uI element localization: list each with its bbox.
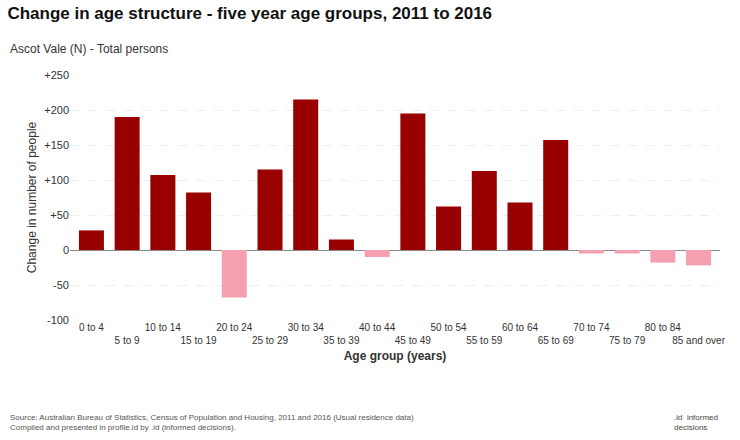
svg-text:15 to 19: 15 to 19 xyxy=(180,335,217,346)
svg-text:10 to 14: 10 to 14 xyxy=(145,322,182,333)
svg-text:25 to 29: 25 to 29 xyxy=(252,335,289,346)
svg-text:30 to 34: 30 to 34 xyxy=(288,322,325,333)
svg-text:.id informeddecisions: .id informeddecisions xyxy=(674,413,718,432)
svg-text:85 and over: 85 and over xyxy=(672,335,725,346)
svg-text:45 to 49: 45 to 49 xyxy=(395,335,432,346)
svg-text:80 to 84: 80 to 84 xyxy=(645,322,682,333)
svg-text:Source: Australian Bureau of S: Source: Australian Bureau of Statistics,… xyxy=(10,413,414,432)
svg-text:60 to 64: 60 to 64 xyxy=(502,322,539,333)
svg-text:+100: +100 xyxy=(44,174,69,186)
svg-text:0 to 4: 0 to 4 xyxy=(79,322,104,333)
svg-text:-50: -50 xyxy=(53,279,69,291)
svg-text:35 to 39: 35 to 39 xyxy=(323,335,360,346)
svg-text:Age group (years): Age group (years) xyxy=(344,349,447,363)
svg-text:70 to 74: 70 to 74 xyxy=(573,322,610,333)
svg-text:40 to 44: 40 to 44 xyxy=(359,322,396,333)
svg-text:Ascot Vale (N) - Total persons: Ascot Vale (N) - Total persons xyxy=(10,42,168,56)
svg-text:Change in number of people: Change in number of people xyxy=(25,121,39,273)
svg-text:-100: -100 xyxy=(47,314,69,326)
svg-text:75 to 79: 75 to 79 xyxy=(609,335,646,346)
svg-text:+150: +150 xyxy=(44,139,69,151)
svg-text:20 to 24: 20 to 24 xyxy=(216,322,253,333)
svg-text:65 to 69: 65 to 69 xyxy=(538,335,575,346)
svg-text:+200: +200 xyxy=(44,104,69,116)
svg-text:+250: +250 xyxy=(44,69,69,81)
svg-text:5 to 9: 5 to 9 xyxy=(115,335,140,346)
svg-text:55 to 59: 55 to 59 xyxy=(466,335,503,346)
svg-text:+50: +50 xyxy=(50,209,69,221)
svg-text:Change in age structure - five: Change in age structure - five year age … xyxy=(7,4,492,23)
svg-text:0: 0 xyxy=(63,244,69,256)
svg-text:50 to 54: 50 to 54 xyxy=(430,322,467,333)
